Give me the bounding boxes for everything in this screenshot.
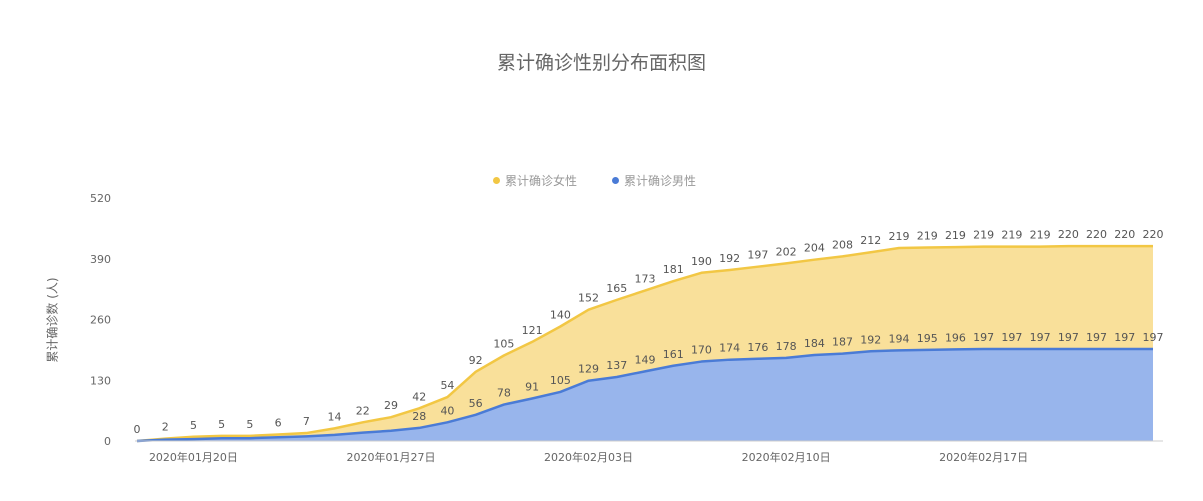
data-label-female: 165 <box>606 282 627 295</box>
data-label-female: 54 <box>440 379 454 392</box>
data-label-male: 78 <box>497 387 511 400</box>
data-label-male: 195 <box>917 332 938 345</box>
data-label-female: 121 <box>522 324 543 337</box>
data-label-female: 197 <box>747 249 768 262</box>
legend-dot-female-icon <box>493 177 500 184</box>
legend-label-female: 累计确诊女性 <box>505 174 578 188</box>
legend-label-male: 累计确诊男性 <box>624 174 697 188</box>
data-label-female: 173 <box>635 273 656 286</box>
data-label-female: 105 <box>493 337 514 350</box>
data-label-female: 208 <box>832 238 853 251</box>
legend-item-female[interactable]: 累计确诊女性 <box>493 172 577 189</box>
male-area <box>137 348 1153 441</box>
female-series-line <box>136 244 1153 443</box>
data-label-female: 219 <box>1030 229 1051 242</box>
x-tick-label: 2020年02月17日 <box>939 450 1028 464</box>
data-label-male: 56 <box>469 397 483 410</box>
data-label-male: 137 <box>606 359 627 372</box>
x-tick-label: 2020年02月10日 <box>742 450 831 464</box>
data-label-male: 197 <box>1086 331 1107 344</box>
data-label-male: 176 <box>747 341 768 354</box>
legend-dot-male-icon <box>612 177 619 184</box>
data-label-female: 42 <box>412 390 426 403</box>
data-label-male: 91 <box>525 380 539 393</box>
data-label-male: 194 <box>889 332 910 345</box>
data-label-female: 92 <box>469 354 483 367</box>
data-labels: 0 2 5 5 5 6 7 14 22 29425492105121140152165173181… <box>134 228 1164 436</box>
data-label-female: 202 <box>776 245 797 258</box>
data-label-female: 5 <box>218 418 225 431</box>
series-lines <box>136 244 1153 443</box>
legend-item-male[interactable]: 累计确诊男性 <box>612 172 696 189</box>
data-label-female: 22 <box>356 404 370 417</box>
data-label-female: 140 <box>550 309 571 322</box>
data-label-female: 7 <box>303 415 310 428</box>
data-label-male: 161 <box>663 348 684 361</box>
data-label-female: 181 <box>663 263 684 276</box>
data-label-female: 219 <box>889 230 910 243</box>
data-label-female: 5 <box>246 418 253 431</box>
data-label-female: 220 <box>1114 228 1135 241</box>
data-label-male: 149 <box>635 353 656 366</box>
data-label-female: 6 <box>275 416 282 429</box>
data-label-female: 29 <box>384 399 398 412</box>
data-label-female: 219 <box>945 229 966 242</box>
y-tick-label: 520 <box>90 192 111 205</box>
data-label-female: 190 <box>691 255 712 268</box>
data-label-male: 184 <box>804 337 825 350</box>
data-label-male: 40 <box>440 404 454 417</box>
data-label-female: 152 <box>578 292 599 305</box>
data-label-male: 178 <box>776 340 797 353</box>
data-label-female: 219 <box>917 230 938 243</box>
data-label-female: 219 <box>973 229 994 242</box>
x-tick-label: 2020年02月03日 <box>544 450 633 464</box>
chart-title: 累计确诊性别分布面积图 <box>496 52 706 74</box>
data-label-male: 196 <box>945 331 966 344</box>
data-label-female: 0 <box>134 423 141 436</box>
legend: 累计确诊女性 累计确诊男性 <box>0 172 1203 190</box>
data-label-male: 197 <box>1143 331 1164 344</box>
data-label-female: 14 <box>328 410 342 423</box>
y-tick-label: 0 <box>104 435 111 448</box>
data-label-male: 28 <box>412 410 426 423</box>
data-label-male: 197 <box>1114 331 1135 344</box>
male-series-line <box>136 347 1153 443</box>
y-tick-label: 390 <box>90 253 111 266</box>
data-label-male: 197 <box>1058 331 1079 344</box>
x-tick-label: 2020年01月27日 <box>347 450 436 464</box>
data-label-male: 170 <box>691 344 712 357</box>
data-label-female: 212 <box>860 234 881 247</box>
data-label-male: 187 <box>832 336 853 349</box>
data-label-male: 192 <box>860 333 881 346</box>
data-label-female: 5 <box>190 419 197 432</box>
x-tick-label: 2020年01月20日 <box>149 450 238 464</box>
y-tick-label: 130 <box>90 374 111 387</box>
data-label-female: 220 <box>1143 228 1164 241</box>
data-label-female: 219 <box>1001 229 1022 242</box>
data-label-male: 174 <box>719 342 740 355</box>
data-label-female: 220 <box>1086 228 1107 241</box>
data-label-male: 197 <box>1001 331 1022 344</box>
female-area <box>137 246 1153 441</box>
data-label-male: 197 <box>1030 331 1051 344</box>
y-tick-label: 260 <box>90 314 111 327</box>
data-label-male: 129 <box>578 363 599 376</box>
data-label-female: 2 <box>162 421 169 434</box>
areas <box>137 246 1153 441</box>
data-label-female: 204 <box>804 242 825 255</box>
data-label-female: 192 <box>719 252 740 265</box>
data-label-female: 220 <box>1058 228 1079 241</box>
data-label-male: 197 <box>973 331 994 344</box>
data-label-male: 105 <box>550 374 571 387</box>
